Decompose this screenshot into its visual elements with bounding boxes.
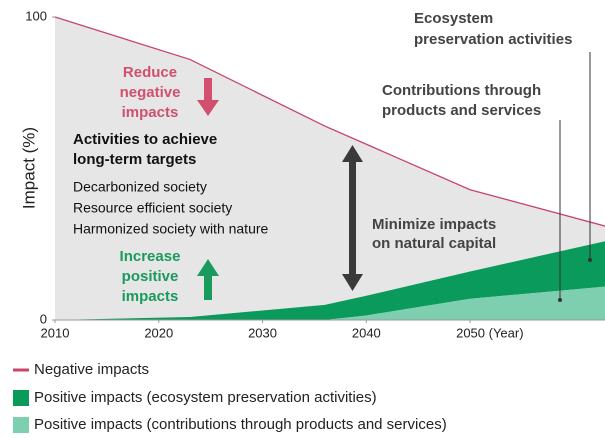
annotation: Activities to achieve: [73, 131, 217, 148]
leader-dot: [558, 298, 562, 302]
minimize-arrow-head: [342, 145, 363, 162]
annotation: Minimize impacts: [372, 216, 496, 233]
annotation: Increase: [120, 248, 181, 265]
minimize-arrow: [349, 160, 356, 276]
legend-label: Positive impacts (contributions through …: [34, 416, 447, 433]
legend-swatch: [13, 390, 29, 406]
y-tick-label: 100: [25, 8, 47, 23]
annotation: long-term targets: [73, 151, 196, 168]
annotation: Ecosystem: [414, 10, 493, 27]
increase-arrow: [204, 274, 212, 300]
annotation: Harmonized society with nature: [73, 221, 269, 237]
annotation: products and services: [382, 102, 541, 119]
x-tick-label: 2050 (Year): [456, 325, 523, 340]
negative-line: [54, 16, 605, 227]
reduce-arrow-head: [197, 100, 219, 116]
annotation: preservation activities: [414, 31, 572, 48]
annotation: Reduce: [123, 64, 177, 81]
annotation: Resource efficient society: [73, 200, 232, 216]
x-tick-label: 2040: [352, 325, 381, 340]
annotation: negative: [120, 84, 181, 101]
legend-label: Negative impacts: [34, 361, 149, 378]
x-tick-label: 2030: [248, 325, 277, 340]
increase-arrow-head: [197, 259, 219, 276]
reduce-arrow: [204, 78, 212, 102]
minimize-arrow-head: [342, 274, 363, 291]
annotation: Contributions through: [382, 82, 541, 99]
legend-label: Positive impacts (ecosystem preservation…: [34, 389, 377, 406]
annotation: positive: [122, 268, 179, 285]
ecosystem-area: [55, 241, 605, 320]
y-axis-label: Impact (%): [19, 127, 38, 209]
contributions-area: [55, 286, 605, 320]
annotation: Decarbonized society: [73, 179, 207, 195]
annotation: impacts: [122, 104, 179, 121]
y-tick-label: 0: [40, 311, 47, 326]
annotation: on natural capital: [372, 235, 496, 252]
negative-area: [55, 17, 605, 320]
annotation: impacts: [122, 288, 179, 305]
legend-swatch: [13, 417, 29, 433]
legend-swatch: [13, 368, 29, 372]
plot-area: [54, 16, 605, 320]
x-tick-label: 2010: [41, 325, 70, 340]
x-tick-label: 2020: [144, 325, 173, 340]
leader-dot: [588, 258, 592, 262]
